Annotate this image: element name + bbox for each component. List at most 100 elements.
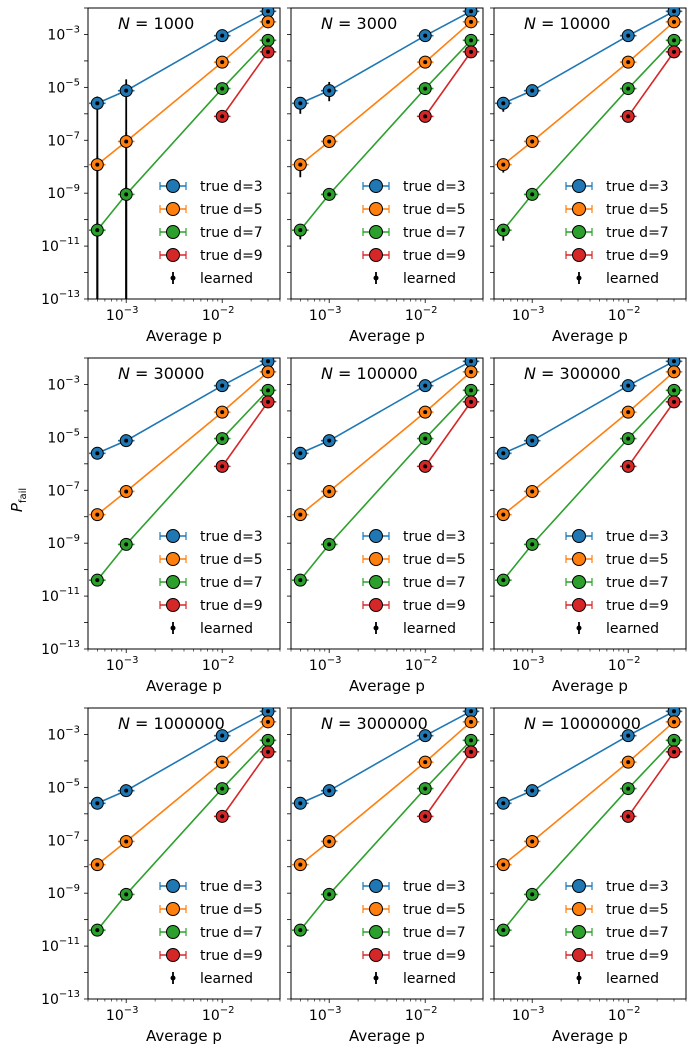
legend-marker bbox=[572, 552, 586, 566]
legend-label: learned bbox=[200, 271, 253, 287]
learned-marker bbox=[672, 359, 677, 364]
legend-marker bbox=[166, 925, 180, 939]
legend-label: true d=5 bbox=[606, 202, 669, 218]
legend-label: learned bbox=[200, 621, 253, 637]
legend-label: true d=3 bbox=[403, 179, 466, 195]
learned-marker bbox=[469, 369, 474, 374]
legend-label: true d=5 bbox=[606, 552, 669, 568]
series-line bbox=[502, 721, 675, 866]
panel-title: N = 3000 bbox=[321, 14, 397, 33]
learned-marker bbox=[423, 786, 428, 791]
legend-marker bbox=[572, 948, 586, 962]
learned-marker bbox=[501, 578, 506, 583]
legend-learned-marker bbox=[170, 275, 176, 281]
learned-marker bbox=[327, 542, 332, 547]
legend-label: true d=9 bbox=[403, 248, 466, 264]
legend: true d=3 true d=5 true d=7 true d=9 learned bbox=[362, 879, 466, 987]
svg-text:Pfail: Pfail bbox=[8, 488, 29, 512]
learned-marker bbox=[501, 928, 506, 933]
panel-title: N = 10000000 bbox=[524, 714, 641, 733]
legend-marker bbox=[369, 552, 383, 566]
legend-learned-marker bbox=[373, 625, 379, 631]
x-tick-label: 10−3 bbox=[512, 655, 545, 674]
legend-label: true d=5 bbox=[403, 552, 466, 568]
legend-marker bbox=[369, 902, 383, 916]
legend: true d=3 true d=5 true d=7 true d=9 learned bbox=[362, 529, 466, 637]
learned-marker bbox=[501, 451, 506, 456]
x-tick-label: 10−2 bbox=[608, 655, 641, 674]
learned-marker bbox=[220, 814, 225, 819]
panel-title: N = 1000 bbox=[118, 14, 194, 33]
y-tick-label: 10−13 bbox=[41, 289, 80, 308]
learned-marker bbox=[220, 786, 225, 791]
learned-marker bbox=[530, 542, 535, 547]
learned-marker bbox=[327, 892, 332, 897]
learned-marker bbox=[423, 436, 428, 441]
learned-marker bbox=[530, 839, 535, 844]
legend-marker bbox=[369, 598, 383, 612]
x-tick-label: 10−2 bbox=[202, 655, 235, 674]
legend-label: learned bbox=[403, 621, 456, 637]
learned-marker bbox=[501, 228, 506, 233]
series-line bbox=[502, 21, 675, 166]
legend-label: true d=5 bbox=[200, 202, 263, 218]
legend-marker bbox=[369, 948, 383, 962]
x-axis-label: Average p bbox=[552, 677, 628, 695]
learned-marker bbox=[626, 760, 631, 765]
learned-marker bbox=[298, 928, 303, 933]
series-line bbox=[299, 389, 472, 581]
legend-marker bbox=[166, 948, 180, 962]
learned-marker bbox=[266, 369, 271, 374]
learned-marker bbox=[530, 88, 535, 93]
legend-label: true d=5 bbox=[403, 202, 466, 218]
series-line bbox=[502, 39, 675, 231]
series-line bbox=[96, 10, 269, 105]
legend-label: true d=9 bbox=[606, 598, 669, 614]
x-axis-label: Average p bbox=[552, 327, 628, 345]
learned-marker bbox=[672, 38, 677, 43]
learned-marker bbox=[124, 88, 129, 93]
series-line bbox=[299, 721, 472, 866]
series-line bbox=[299, 371, 472, 516]
legend-label: learned bbox=[403, 971, 456, 987]
legend-label: true d=3 bbox=[200, 179, 263, 195]
legend-label: true d=9 bbox=[606, 248, 669, 264]
learned-marker bbox=[530, 892, 535, 897]
x-axis-label: Average p bbox=[146, 327, 222, 345]
y-tick-label: 10−9 bbox=[47, 533, 80, 552]
legend-marker bbox=[369, 575, 383, 589]
learned-marker bbox=[626, 86, 631, 91]
legend-label: true d=3 bbox=[200, 529, 263, 545]
series-line bbox=[221, 751, 269, 817]
legend-label: true d=5 bbox=[200, 902, 263, 918]
series-line bbox=[96, 710, 269, 805]
learned-marker bbox=[220, 733, 225, 738]
legend-label: true d=9 bbox=[606, 948, 669, 964]
legend-label: true d=3 bbox=[403, 879, 466, 895]
legend-label: true d=5 bbox=[606, 902, 669, 918]
learned-marker bbox=[530, 438, 535, 443]
learned-marker bbox=[298, 162, 303, 167]
x-tick-label: 10−3 bbox=[512, 305, 545, 324]
x-tick-label: 10−2 bbox=[608, 305, 641, 324]
learned-marker bbox=[266, 709, 271, 714]
legend-marker bbox=[166, 225, 180, 239]
learned-marker bbox=[124, 438, 129, 443]
learned-marker bbox=[469, 738, 474, 743]
learned-marker bbox=[672, 369, 677, 374]
learned-marker bbox=[672, 49, 677, 54]
series-line bbox=[299, 21, 472, 166]
x-axis-label: Average p bbox=[146, 1027, 222, 1045]
x-axis-label: Average p bbox=[146, 677, 222, 695]
y-tick-label: 10−7 bbox=[47, 480, 80, 499]
learned-marker bbox=[469, 388, 474, 393]
plot-area bbox=[89, 358, 277, 587]
learned-marker bbox=[220, 60, 225, 65]
legend-marker bbox=[572, 879, 586, 893]
legend-label: true d=9 bbox=[403, 948, 466, 964]
legend: true d=3 true d=5 true d=7 true d=9 learned bbox=[565, 529, 669, 637]
series-line bbox=[299, 739, 472, 931]
